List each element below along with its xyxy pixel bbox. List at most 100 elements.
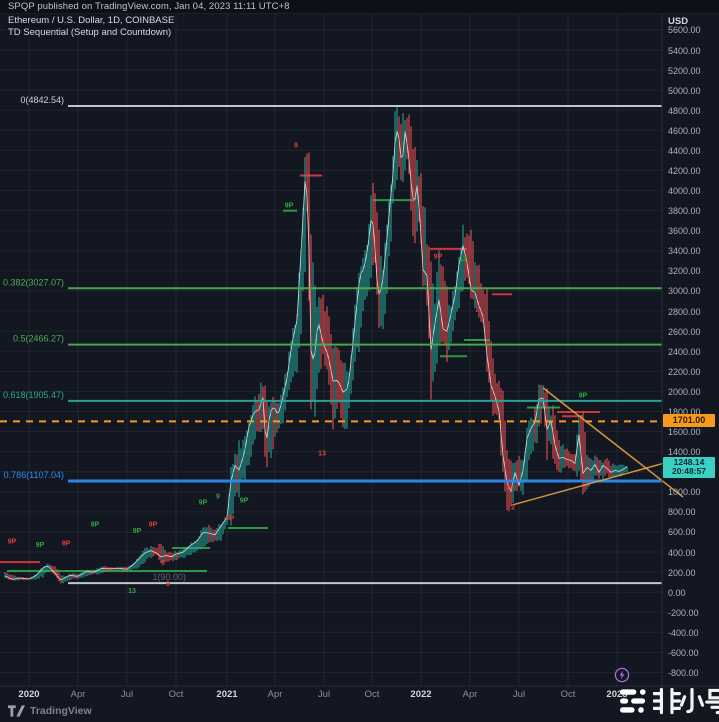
td-marker-label: 9P: [199, 500, 208, 507]
price-tick-label: 4000.00: [668, 186, 701, 197]
last-price-badge: 1248.14 20:48:57: [663, 456, 715, 478]
fib-retracement[interactable]: 0(4842.54) 0.382(3027.07) 0.5(2466.27) 0.61…: [3, 95, 662, 585]
currency-label: USD: [668, 16, 689, 27]
price-tick-label: 5200.00: [668, 65, 701, 76]
publish-text: SPQP published on TradingView.com, Jan 0…: [8, 1, 290, 12]
time-tick-label: Oct: [168, 689, 184, 700]
time-tick-label: Jul: [317, 689, 331, 700]
chart-legend: Ethereum / U.S. Dollar, 1D, COINBASE TD …: [8, 15, 174, 39]
price-tick-label: -800.00: [668, 668, 699, 679]
td-marker-label: 9: [294, 142, 298, 149]
lightning-icon: [614, 667, 630, 683]
td-marker-label: 13: [318, 450, 326, 457]
watermark-glyphs: [653, 687, 719, 715]
price-tick-label: 800.00: [668, 507, 696, 518]
td-marker-label: 13: [459, 256, 467, 263]
td-marker-label: 9: [216, 494, 220, 501]
time-tick-label: Apr: [70, 689, 86, 700]
price-tick-label: 2800.00: [668, 306, 701, 317]
td-marker-label: 9P: [91, 522, 100, 529]
price-tick-label: 3800.00: [668, 206, 701, 217]
price-tick-label: 3200.00: [668, 266, 701, 277]
fib-label: 0.5(2466.27): [13, 334, 64, 344]
price-tick-label: 1400.00: [668, 447, 701, 458]
td-markers: 9P 9P 9P 9P 9P 9P 9 13 9 9P 9 9P 9P 9P 9 13 9P 13 13 2 9P: [8, 142, 588, 595]
fib-label: 0(4842.54): [20, 95, 64, 105]
price-tick-label: 2400.00: [668, 346, 701, 357]
symbol-title: Ethereum / U.S. Dollar, 1D, COINBASE: [8, 15, 175, 26]
time-tick-label: Oct: [560, 689, 576, 700]
price-tick-label: 5600.00: [668, 25, 701, 36]
price-tick-label: -600.00: [668, 647, 699, 658]
price-tick-label: 400.00: [668, 547, 696, 558]
time-tick-label: Oct: [364, 689, 380, 700]
time-tick-label: 2022: [410, 689, 432, 700]
price-tick-label: 4600.00: [668, 125, 701, 136]
td-marker-label: 9P: [36, 542, 45, 549]
price-tick-label: -400.00: [668, 627, 699, 638]
close-line: [4, 130, 628, 581]
td-marker-label: 9P: [434, 254, 443, 261]
price-tick-label: 2600.00: [668, 326, 701, 337]
price-tick-label: 4200.00: [668, 166, 701, 176]
td-marker-label: 9P: [226, 515, 235, 522]
td-marker-label: 13: [128, 588, 136, 595]
price-tick-label: 3400.00: [668, 246, 701, 257]
td-marker-label: 9: [166, 581, 170, 588]
td-marker-label: 9P: [149, 522, 158, 529]
td-marker-label: 2: [511, 505, 515, 512]
fib-label: 0.382(3027.07): [3, 277, 64, 287]
price-tick-label: 600.00: [668, 527, 696, 538]
feixiaohao-watermark: 非小号: [620, 687, 719, 715]
time-tick-label: Apr: [462, 689, 478, 700]
tradingview-brand[interactable]: TradingView: [8, 705, 92, 717]
price-tick-label: 1800.00: [668, 406, 701, 417]
tradingview-brand-label: TradingView: [30, 705, 92, 717]
fib-label: 0.786(1107.04): [4, 470, 64, 480]
price-tick-label: -200.00: [668, 607, 699, 618]
td-marker-label: 9P: [285, 203, 294, 210]
price-tick-label: 5000.00: [668, 85, 701, 96]
tradingview-logo-icon: [8, 705, 25, 717]
price-tick-label: 1000.00: [668, 487, 701, 498]
time-tick-label: 2021: [216, 689, 238, 700]
price-tick-label: 4800.00: [668, 105, 701, 116]
td-marker-label: 9P: [62, 541, 71, 548]
td-marker-label: 9P: [133, 528, 142, 535]
price-tick-label: 3600.00: [668, 226, 701, 237]
trend-line[interactable]: [542, 387, 684, 498]
td-marker-label: 9P: [579, 393, 588, 400]
last-price-value: 1248.14: [673, 456, 705, 467]
grid: [0, 13, 662, 686]
price-tick-label: 0.00: [668, 587, 686, 598]
price-tick-label: 1600.00: [668, 427, 701, 438]
td-marker-label: 9: [161, 560, 165, 567]
price-tick-label: 2000.00: [668, 386, 701, 397]
td-marker-label: 9P: [240, 498, 249, 505]
publish-bar: SPQP published on TradingView.com, Jan 0…: [0, 0, 719, 14]
price-tick-label: 4400.00: [668, 145, 701, 156]
time-axis[interactable]: 2020 Apr Jul Oct 2021 Apr Jul Oct 2022 Apr Jul Oct 2…: [0, 686, 662, 703]
bar-countdown: 20:48:57: [671, 466, 707, 477]
time-tick-label: Jul: [120, 689, 134, 700]
alert-price-badge: 1701.00: [663, 414, 715, 428]
price-tick-label: 200.00: [668, 567, 696, 578]
td-marker-label: 13: [506, 485, 514, 492]
indicator-title: TD Sequential (Setup and Countdown): [8, 27, 172, 38]
fib-label: 0.618(1905.47): [3, 390, 64, 400]
time-tick-label: Jul: [512, 689, 526, 700]
td-marker-label: 9P: [8, 539, 17, 546]
fib-label: 1(90.00): [152, 572, 186, 582]
time-tick-label: Apr: [267, 689, 283, 700]
price-tick-label: 5400.00: [668, 45, 701, 56]
idea-marker[interactable]: [614, 667, 630, 683]
time-tick-label: 2023: [606, 689, 628, 700]
time-tick-label: 2020: [18, 689, 40, 700]
trend-line[interactable]: [511, 457, 684, 506]
price-axis[interactable]: USD 5600.00 5400.00 5200.00 5000.00 4800.00 4…: [662, 13, 719, 703]
price-tick-label: 3000.00: [668, 286, 701, 297]
price-tick-label: 2200.00: [668, 366, 701, 377]
feixiaohao-logo-icon: [620, 689, 646, 713]
